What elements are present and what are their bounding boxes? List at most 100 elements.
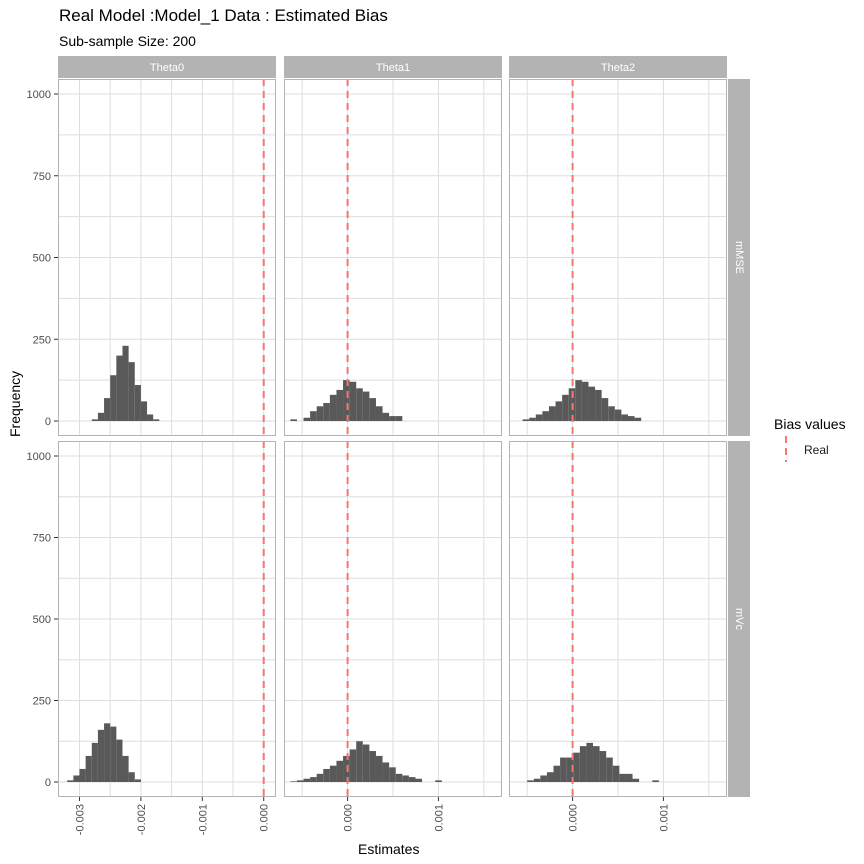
y-tick-label: 250 [33,696,51,708]
histogram-bar [395,773,403,782]
histogram-bar [375,406,383,421]
histogram-bar [116,355,123,421]
facet-strip-label: mVc [733,608,745,631]
histogram-bar [562,394,569,421]
panel-border [509,441,727,797]
histogram-bar [110,375,117,421]
histogram-bar [522,419,530,421]
histogram-bar [542,411,549,421]
histogram-bar [323,403,330,421]
x-axis-title: Estimates [358,841,420,857]
histogram-bar [382,412,390,421]
histogram-bar [632,778,640,782]
histogram-bar [627,416,635,421]
histogram-bar [389,767,396,782]
y-tick-label: 0 [45,416,51,428]
histogram-bar [97,729,105,782]
histogram-bar [595,389,602,421]
histogram-bar [599,751,607,782]
x-tick-label: -0.002 [136,804,148,835]
y-tick-label: 1000 [27,451,51,463]
x-tick-label: 0.000 [568,804,580,832]
histogram-bar [369,398,376,421]
histogram-bar [435,780,442,782]
facet-strip-mmse [728,79,750,436]
histogram-bar [336,760,344,782]
histogram-bar [303,417,311,421]
histogram-bar [128,772,135,782]
histogram-bar [329,765,337,782]
histogram-bar [110,726,117,782]
x-tick-label: -0.001 [197,804,209,835]
y-tick-label: 500 [33,253,51,265]
histogram-bar [593,746,600,782]
x-tick-label: 0.001 [433,804,445,832]
histogram-bar [343,755,350,782]
y-tick-label: 750 [33,533,51,545]
facet-strip-label: mMSE [733,241,745,274]
histogram-bar [290,419,297,421]
histogram-bar [97,412,105,421]
histogram-bar [67,780,74,782]
histogram-bar [85,755,92,782]
histogram-bar [527,780,534,782]
x-tick-label: 0.001 [658,804,670,832]
facet-strip-theta1 [284,56,502,78]
histogram-bar [104,398,111,421]
histogram-bar [560,757,567,782]
facet-strip-label: Theta2 [601,62,635,74]
histogram-bar [323,768,330,782]
histogram-bar [356,741,363,782]
x-tick-label: 0.000 [343,804,355,832]
panel-border [58,441,276,797]
histogram-bar [349,381,357,421]
histogram-bar [122,755,129,782]
histogram-bar [634,417,642,421]
histogram-bar [575,380,582,421]
histogram-bar [555,401,563,421]
histogram-bar [601,398,609,421]
histogram-bar [614,409,622,421]
histogram-bar [91,742,98,782]
histogram-bar [652,780,659,782]
histogram-bar [529,417,536,421]
histogram-bar [290,781,297,782]
histogram-bar [296,780,304,782]
histogram-bar [336,389,344,421]
histogram-bar [540,775,547,782]
histogram-bar [621,414,628,421]
histogram-bar [134,385,141,421]
histogram-bar [122,345,129,421]
histogram-bar [619,773,626,782]
histogram-bar [581,381,589,421]
histogram-bar [116,739,123,782]
facet-strip-label: Theta1 [376,62,410,74]
histogram-bar [586,742,594,782]
histogram-bar [608,406,615,421]
y-tick-label: 500 [33,614,51,626]
histogram-bar [579,746,587,782]
y-tick-label: 1000 [27,89,51,101]
facet-strip-label: Theta0 [150,62,184,74]
histogram-bar [362,744,370,782]
legend-title: Bias values [774,416,846,432]
histogram-bar [533,778,541,782]
histogram-bar [573,752,580,782]
histogram-bar [566,757,574,782]
histogram-bar [415,778,423,782]
histogram-bar [73,775,80,782]
histogram-bar [606,757,613,782]
histogram-bar [316,773,324,782]
histogram-bar [140,401,148,421]
histogram-bar [356,388,363,421]
chart-subtitle: Sub-sample Size: 200 [59,33,196,49]
histogram-bar [546,772,554,782]
y-tick-label: 750 [33,171,51,183]
histogram-bar [548,406,556,421]
facet-strip-mvc [728,441,750,797]
histogram-bar [303,778,311,782]
histogram-bar [310,777,317,782]
histogram-bar [535,414,543,421]
chart-title: Real Model :Model_1 Data : Estimated Bia… [59,6,388,25]
